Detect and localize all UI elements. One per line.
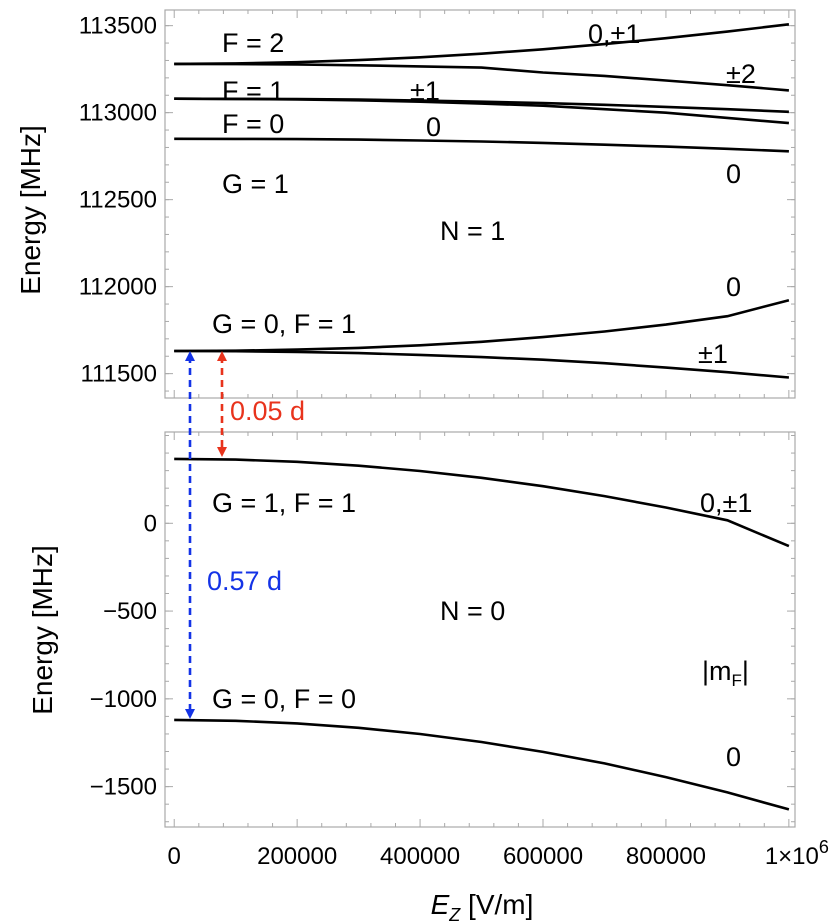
x-tick-label: 800000 bbox=[626, 843, 706, 870]
bottom-panel: −1500 −1000 −500 0 0 200000 400000 600000 80000… bbox=[27, 431, 829, 923]
bottom-plot-frame bbox=[164, 431, 796, 828]
label-f2: F = 2 bbox=[222, 28, 284, 58]
energy-gap-arrows: 0.05 d 0.57 d bbox=[185, 351, 305, 719]
top-y-axis-title: Energy [MHz] bbox=[15, 125, 46, 295]
x-axis-title-unit: [V/m] bbox=[460, 889, 533, 920]
red-gap-label: 0.05 d bbox=[230, 396, 305, 426]
label-n1: N = 1 bbox=[440, 216, 505, 246]
top-y-tick-label: 112000 bbox=[79, 274, 157, 301]
bottom-y-ticks: −1500 −1000 −500 0 bbox=[90, 435, 795, 823]
top-y-tick-label: 113500 bbox=[79, 13, 157, 40]
top-series-line-0 bbox=[174, 23, 790, 66]
top-panel: 111500 112000 112500 113000 113500 Energy [M… bbox=[15, 9, 796, 399]
top-series-line-6 bbox=[174, 349, 790, 379]
label-mf-0-pm1-top: 0,±1 bbox=[588, 19, 640, 49]
blue-gap-label: 0.57 d bbox=[207, 566, 282, 596]
label-g1: G = 1 bbox=[222, 169, 289, 199]
label-mf-pm1-mid: ±1 bbox=[410, 76, 440, 106]
bottom-y-tick-label: 0 bbox=[144, 510, 157, 537]
top-curves bbox=[174, 23, 790, 379]
x-tick-label: 400000 bbox=[380, 843, 460, 870]
legend-mf-open: |m bbox=[702, 656, 732, 686]
bottom-y-tick-label: −1500 bbox=[90, 774, 157, 801]
top-series-line-4 bbox=[174, 137, 789, 153]
bottom-x-ticks: 0 200000 400000 600000 800000 1×106 bbox=[168, 432, 829, 870]
x-tick-label: 0 bbox=[168, 843, 181, 870]
label-mf-0-bottom: 0 bbox=[726, 742, 741, 772]
label-mf-pm1-g0: ±1 bbox=[698, 339, 728, 369]
x-tick-label: 600000 bbox=[503, 843, 583, 870]
top-y-tick-label: 112500 bbox=[79, 187, 157, 214]
label-f1: F = 1 bbox=[222, 76, 284, 106]
top-series-line-1 bbox=[174, 62, 790, 92]
legend-mf-close: | bbox=[742, 656, 749, 686]
legend-mf: |mF| bbox=[702, 656, 749, 690]
bottom-y-tick-label: −1000 bbox=[90, 686, 157, 713]
label-mf-0-g0: 0 bbox=[726, 272, 741, 302]
bottom-curves bbox=[174, 457, 790, 811]
label-g0-f0: G = 0, F = 0 bbox=[212, 684, 356, 714]
label-n0: N = 0 bbox=[440, 596, 505, 626]
x-axis-title-e: E bbox=[431, 889, 450, 920]
label-f0: F = 0 bbox=[222, 109, 284, 139]
bottom-y-axis-title: Energy [MHz] bbox=[27, 545, 58, 715]
legend-mf-subscript: F bbox=[732, 671, 742, 690]
top-y-ticks: 111500 112000 112500 113000 113500 bbox=[79, 10, 795, 398]
x-axis-title-sub: Z bbox=[448, 905, 461, 923]
label-mf-0-pm1-bottom: 0,±1 bbox=[700, 488, 752, 518]
label-g0-f1: G = 0, F = 1 bbox=[212, 309, 356, 339]
label-g1-f1: G = 1, F = 1 bbox=[212, 488, 356, 518]
top-series-line-3 bbox=[174, 97, 790, 125]
top-plot-frame bbox=[164, 9, 796, 399]
x-tick-exponent: 6 bbox=[819, 837, 829, 857]
top-y-tick-label: 111500 bbox=[80, 361, 157, 388]
top-series-line-5 bbox=[174, 298, 790, 353]
bottom-series-line-1 bbox=[174, 718, 790, 811]
top-y-tick-label: 113000 bbox=[79, 100, 157, 127]
x-tick-label: 200000 bbox=[257, 843, 337, 870]
label-mf-0-g1: 0 bbox=[726, 159, 741, 189]
bottom-y-tick-label: −500 bbox=[103, 598, 157, 625]
label-mf-pm2: ±2 bbox=[726, 59, 756, 89]
bottom-series-line-0 bbox=[174, 457, 790, 548]
label-mf-0-f0: 0 bbox=[426, 112, 441, 142]
x-tick-label: 1×106 bbox=[765, 837, 829, 870]
x-axis-title: EZ [V/m] bbox=[431, 889, 534, 923]
